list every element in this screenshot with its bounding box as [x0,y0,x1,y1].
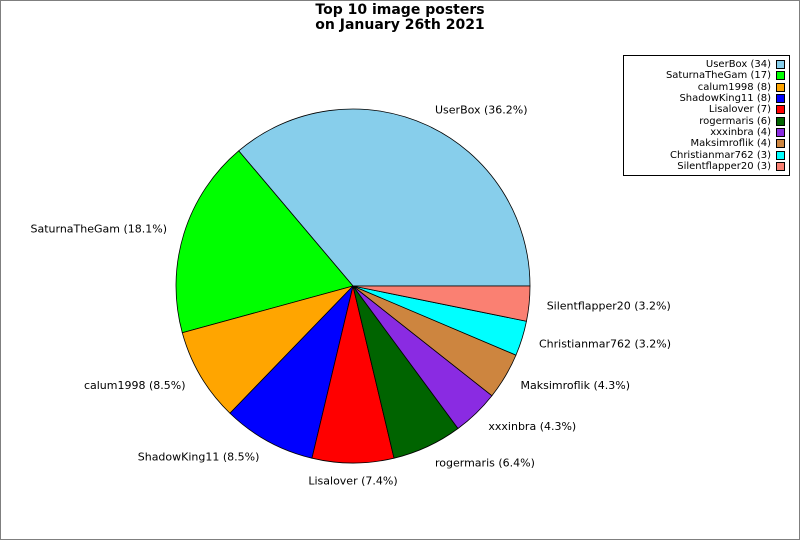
pie-slice-ShadowKing11 [229,285,354,459]
slice-label-ShadowKing11: ShadowKing11 (8.5%) [138,451,260,464]
legend-item-UserBox: UserBox (34) [628,59,785,70]
slice-label-Lisalover: Lisalover (7.4%) [308,475,397,488]
legend-swatch-icon [776,116,785,126]
legend-swatch-icon [776,105,785,115]
legend-box: UserBox (34) SaturnaTheGam (17) calum1998 … [623,55,790,176]
legend-swatch-icon [776,60,785,70]
legend-label: Silentflapper20 (3) [677,160,771,172]
legend-label: Christianmar762 (3) [670,149,771,161]
legend-label: Lisalover (7) [708,104,771,116]
slice-label-xxxinbra: xxxinbra (4.3%) [488,420,576,433]
legend-item-ShadowKing11: ShadowKing11 (8) [628,93,785,104]
legend-label: xxxinbra (4) [710,126,771,138]
legend-label: Maksimroflik (4) [690,138,772,150]
legend-item-Christianmar762: Christianmar762 (3) [628,149,785,161]
legend-item-Lisalover: Lisalover (7) [628,104,785,115]
legend-swatch-icon [776,82,785,92]
slice-label-UserBox: UserBox (36.2%) [435,103,528,116]
legend-item-SaturnaTheGam: SaturnaTheGam (17) [628,70,785,81]
legend-swatch-icon [776,161,785,171]
chart-title-line2: on January 26th 2021 [315,17,485,33]
slice-label-Maksimroflik: Maksimroflik (4.3%) [521,379,631,392]
slice-label-Christianmar762: Christianmar762 (3.2%) [539,338,671,351]
chart-title-line1: Top 10 image posters [315,2,485,18]
legend-swatch-icon [776,71,785,81]
legend-label: rogermaris (6) [699,115,771,127]
legend-swatch-icon [776,127,785,137]
legend-label: SaturnaTheGam (17) [665,70,771,82]
legend-item-rogermaris: rogermaris (6) [628,115,785,127]
pie-slice-UserBox [238,108,531,287]
pie-slice-SaturnaTheGam [175,150,354,334]
legend-label: calum1998 (8) [697,81,771,93]
slice-label-Silentflapper20: Silentflapper20 (3.2%) [547,300,671,313]
slice-label-calum1998: calum1998 (8.5%) [84,379,186,392]
legend-item-Silentflapper20: Silentflapper20 (3) [628,161,785,172]
legend-item-xxxinbra: xxxinbra (4) [628,127,785,138]
legend-swatch-icon [776,94,785,104]
legend-swatch-icon [776,139,785,149]
legend-label: UserBox (34) [705,59,771,71]
slice-label-rogermaris: rogermaris (6.4%) [435,457,535,470]
pie-slice-calum1998 [181,285,354,414]
chart-title: Top 10 image posters on January 26th 202… [1,3,799,33]
slice-label-SaturnaTheGam: SaturnaTheGam (18.1%) [30,222,167,235]
legend-item-Maksimroflik: Maksimroflik (4) [628,138,785,149]
legend-label: ShadowKing11 (8) [679,93,771,105]
pie-slice-Silentflapper20 [352,285,531,322]
legend-swatch-icon [776,150,785,160]
legend-item-calum1998: calum1998 (8) [628,82,785,93]
